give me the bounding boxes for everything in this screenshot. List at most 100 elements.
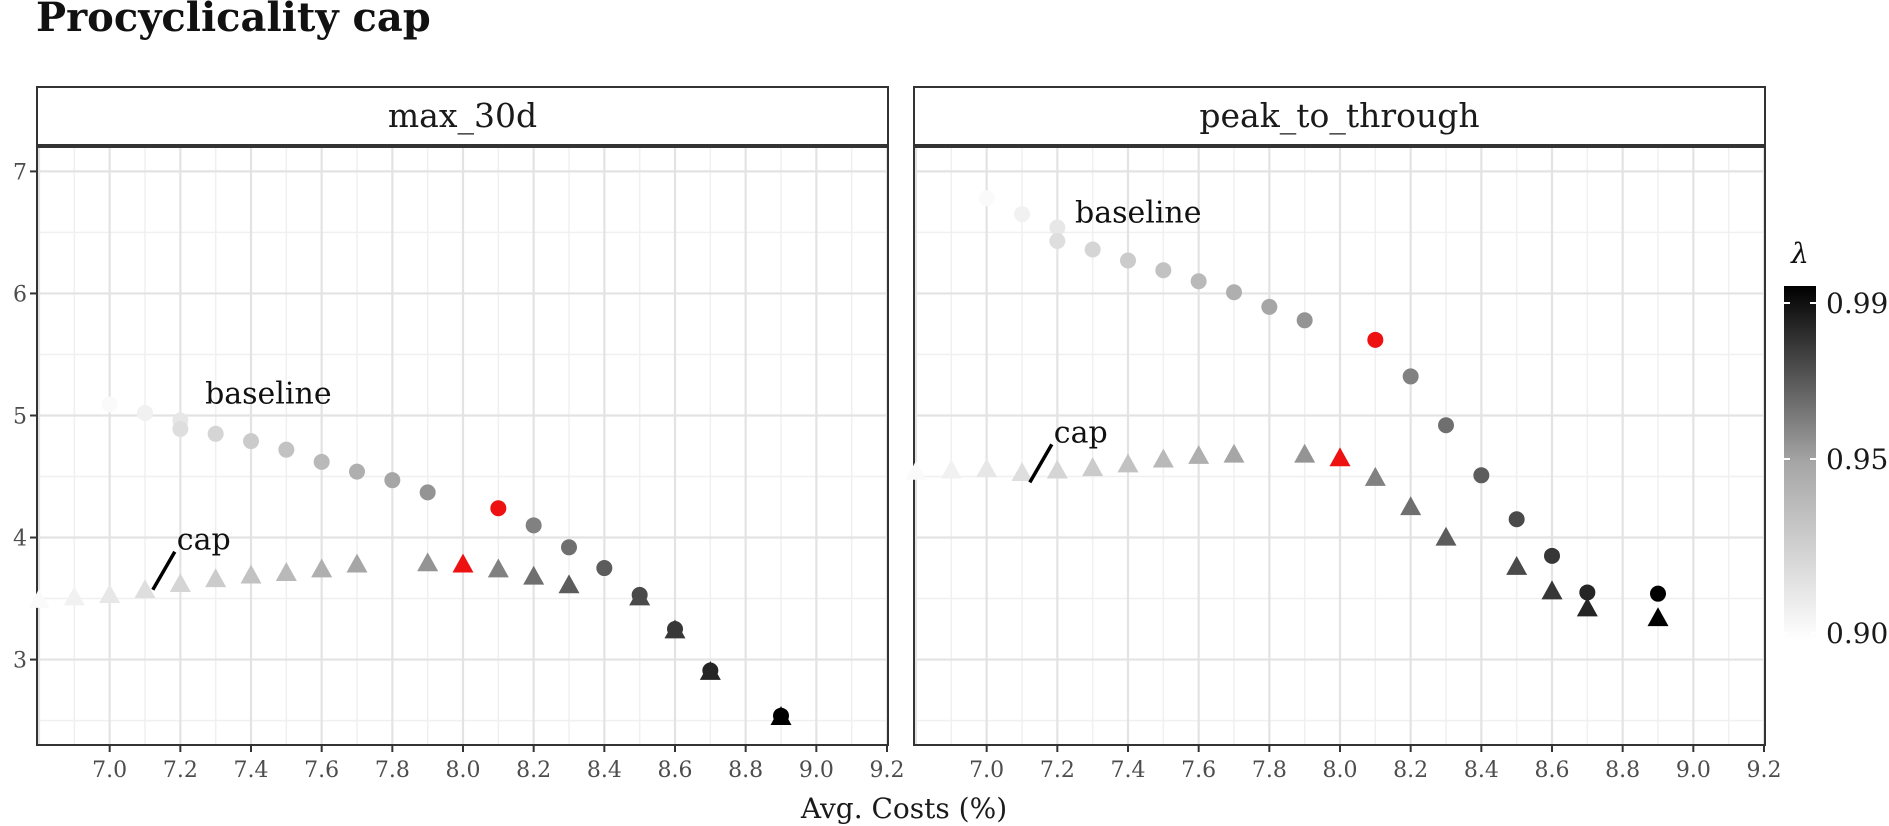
x-axis-title-layer: Avg. Costs (%): [800, 792, 1007, 825]
x-tick-label: 7.4: [234, 758, 269, 783]
data-point-triangle: [275, 562, 297, 582]
x-tick-label: 9.2: [1747, 758, 1782, 783]
facet-panel: peak_to_through 7.0 7.2 7.4 7.6 7.8 8.0 8.2 8.4 8…: [905, 86, 1782, 783]
data-point-circle: [1014, 206, 1030, 223]
data-point-circle: [1402, 368, 1419, 385]
data-point-circle: [1084, 241, 1101, 258]
annotation-leader-line: [151, 550, 177, 591]
data-point-triangle: [1435, 526, 1457, 546]
x-tick-label: 7.0: [969, 758, 1004, 783]
x-tick-label: 8.4: [587, 758, 622, 783]
annotation-label: cap: [1054, 415, 1108, 450]
data-point-triangle: [240, 564, 262, 584]
data-point-circle: [1508, 511, 1525, 528]
data-point-triangle: [28, 588, 50, 608]
data-point-triangle: [452, 553, 474, 573]
data-point-circle: [384, 472, 401, 489]
data-point-triangle: [346, 553, 368, 573]
x-tick-label: 8.2: [516, 758, 551, 783]
x-tick-label: 9.0: [799, 758, 834, 783]
data-point-triangle: [558, 574, 580, 594]
data-point-triangle: [1223, 443, 1245, 463]
data-point-triangle: [1576, 597, 1598, 617]
data-point-circle: [243, 433, 259, 450]
data-point-circle: [1650, 585, 1666, 602]
facet-strip: [913, 86, 1766, 146]
data-point-circle: [1226, 284, 1242, 301]
x-tick-label: 9.0: [1676, 758, 1711, 783]
data-point-triangle: [1046, 459, 1068, 479]
data-point-circle: [1544, 547, 1560, 564]
x-tick-label: 7.4: [1111, 758, 1146, 783]
legend-tick-label: 0.95: [1826, 443, 1888, 476]
x-tick-label: 7.0: [92, 758, 127, 783]
data-point-circle: [1367, 331, 1384, 348]
x-tick-label: 8.8: [728, 758, 763, 783]
facet-strip: [36, 86, 889, 146]
data-point-triangle: [1294, 443, 1316, 463]
data-point-circle: [561, 539, 577, 556]
data-point-circle: [1579, 584, 1596, 601]
y-tick-label: 4: [13, 527, 27, 552]
y-tick-label: 6: [13, 282, 27, 307]
y-tick-label: 5: [13, 404, 27, 429]
data-point-circle: [490, 500, 507, 517]
x-tick-label: 8.8: [1605, 758, 1640, 783]
data-point-circle: [1049, 219, 1066, 236]
legend-tick-label: 0.99: [1826, 287, 1888, 320]
x-tick-label: 8.6: [658, 758, 693, 783]
legend-title: λ: [1790, 237, 1809, 270]
data-point-circle: [1120, 252, 1136, 269]
data-point-circle: [278, 441, 295, 458]
data-point-triangle: [1329, 447, 1351, 467]
x-tick-label: 7.2: [163, 758, 198, 783]
data-point-circle: [1261, 298, 1278, 315]
data-point-circle: [1190, 273, 1207, 290]
colorbar-legend: λ 0.99 0.95 0.90: [1784, 237, 1888, 650]
series-baseline: [978, 190, 1666, 602]
data-point-triangle: [417, 552, 439, 572]
x-tick-label: 9.2: [870, 758, 905, 783]
data-point-circle: [1049, 232, 1066, 249]
data-point-triangle: [1011, 462, 1033, 481]
x-tick-label: 8.2: [1393, 758, 1428, 783]
data-point-triangle: [699, 660, 721, 680]
annotation-label: baseline: [205, 376, 332, 411]
facet-panel: max_30d 3 4 5 6 7 7.0 7.2 7.4 7.6 7.8 8.0 8.2 8.4 8.6 8…: [13, 86, 905, 783]
data-point-triangle: [169, 573, 191, 593]
facet-strip-label: peak_to_through: [1199, 96, 1479, 136]
data-point-triangle: [1647, 607, 1669, 627]
data-point-triangle: [1117, 453, 1139, 473]
data-point-circle: [349, 463, 365, 480]
series-cap: [905, 443, 1669, 627]
data-point-circle: [525, 517, 542, 534]
data-point-triangle: [1364, 466, 1386, 486]
data-point-triangle: [134, 579, 156, 599]
x-tick-label: 7.2: [1040, 758, 1075, 783]
x-axis-title: Avg. Costs (%): [800, 792, 1007, 825]
data-point-circle: [1473, 467, 1490, 484]
data-point-triangle: [905, 460, 927, 480]
x-tick-label: 7.8: [375, 758, 410, 783]
data-point-triangle: [99, 584, 121, 603]
data-point-triangle: [523, 565, 545, 585]
data-point-circle: [419, 484, 436, 501]
data-point-triangle: [205, 568, 227, 588]
data-point-circle: [313, 453, 330, 470]
data-point-triangle: [1541, 580, 1563, 600]
data-point-circle: [207, 425, 224, 442]
annotation-leader-line: [1028, 443, 1054, 484]
data-point-triangle: [1400, 496, 1422, 516]
data-point-circle: [137, 405, 153, 422]
data-point-circle: [1155, 262, 1172, 279]
x-tick-label: 8.4: [1464, 758, 1499, 783]
series-cap: [28, 552, 792, 726]
data-point-circle: [101, 396, 118, 413]
data-point-triangle: [770, 706, 792, 726]
data-point-circle: [172, 420, 189, 437]
annotation-label: baseline: [1075, 196, 1202, 231]
facets-layer: max_30d 3 4 5 6 7 7.0 7.2 7.4 7.6 7.8 8.0 8.2 8.4 8.6 8…: [13, 86, 1782, 783]
data-point-triangle: [311, 558, 333, 578]
data-point-triangle: [940, 459, 962, 479]
